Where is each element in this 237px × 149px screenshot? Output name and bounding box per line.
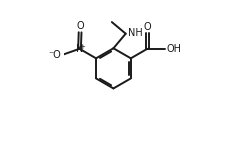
Text: O: O	[76, 21, 84, 31]
Text: OH: OH	[166, 44, 181, 54]
Text: ⁻O: ⁻O	[49, 50, 61, 60]
Text: O: O	[144, 22, 151, 32]
Text: +: +	[79, 44, 85, 50]
Text: N: N	[76, 44, 83, 54]
Text: NH: NH	[128, 28, 142, 38]
